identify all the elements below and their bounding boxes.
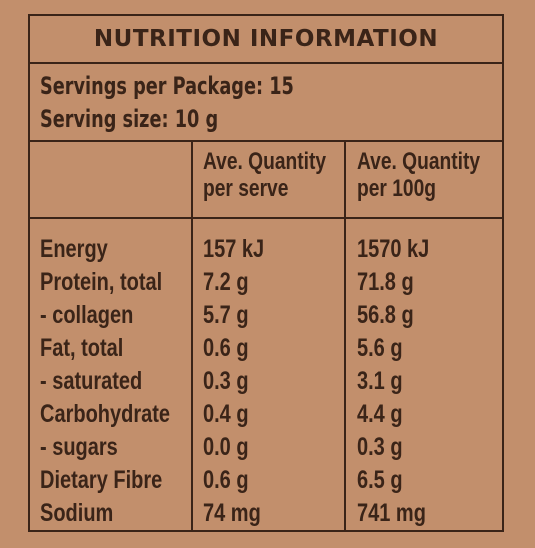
nutrient-name: - sugars [40, 433, 118, 461]
per-serve-value: 0.3 g [203, 367, 249, 395]
nutrient-name: Dietary Fibre [40, 466, 163, 494]
nutrient-name: Sodium [40, 499, 114, 527]
nutrient-name: Carbohydrate [40, 400, 171, 428]
per-100g-value: 4.4 g [357, 400, 403, 428]
table-row: Carbohydrate 0.4 g 4.4 g [30, 398, 502, 431]
per-serve-value: 0.6 g [203, 334, 249, 362]
servings-per-package: Servings per Package: 15 [40, 72, 294, 100]
table-row: - saturated 0.3 g 3.1 g [30, 365, 502, 398]
per-serve-value: 7.2 g [203, 268, 249, 296]
table-row: Dietary Fibre 0.6 g 6.5 g [30, 464, 502, 497]
header-per-100g-line2: per 100g [357, 175, 436, 202]
per-serve-value: 5.7 g [203, 301, 249, 329]
header-per-serve-line2: per serve [203, 175, 289, 202]
table-row: Fat, total 0.6 g 5.6 g [30, 332, 502, 365]
nutrient-name: Fat, total [40, 334, 124, 362]
per-serve-value: 0.6 g [203, 466, 249, 494]
header-divider [30, 217, 502, 219]
table-row: - sugars 0.0 g 0.3 g [30, 431, 502, 464]
table-row: - collagen 5.7 g 56.8 g [30, 299, 502, 332]
per-100g-value: 1570 kJ [357, 235, 430, 263]
per-100g-value: 5.6 g [357, 334, 403, 362]
nutrient-rows: Energy 157 kJ 1570 kJ Protein, total 7.2… [30, 233, 502, 530]
nutrition-table: Ave. Quantity per serve Ave. Quantity pe… [30, 142, 502, 530]
per-100g-value: 6.5 g [357, 466, 403, 494]
per-serve-value: 0.4 g [203, 400, 249, 428]
serving-size: Serving size: 10 g [40, 105, 219, 133]
header-per-100g: Ave. Quantity per 100g [357, 148, 480, 202]
per-serve-value: 74 mg [203, 499, 261, 527]
per-100g-value: 56.8 g [357, 301, 414, 329]
column-divider [344, 142, 346, 530]
per-100g-value: 0.3 g [357, 433, 403, 461]
per-100g-value: 3.1 g [357, 367, 403, 395]
nutrient-name: - saturated [40, 367, 143, 395]
nutrient-name: Energy [40, 235, 108, 263]
per-100g-value: 741 mg [357, 499, 426, 527]
nutrient-name: - collagen [40, 301, 134, 329]
header-per-serve-line1: Ave. Quantity [203, 148, 327, 175]
header-per-serve: Ave. Quantity per serve [203, 148, 326, 202]
per-serve-value: 0.0 g [203, 433, 249, 461]
nutrient-name: Protein, total [40, 268, 163, 296]
servings-section: Servings per Package: 15 Serving size: 1… [30, 64, 502, 142]
column-divider [191, 142, 193, 530]
per-serve-value: 157 kJ [203, 235, 265, 263]
header-per-100g-line1: Ave. Quantity [357, 148, 481, 175]
table-row: Energy 157 kJ 1570 kJ [30, 233, 502, 266]
panel-title: NUTRITION INFORMATION [30, 16, 502, 64]
nutrition-panel: NUTRITION INFORMATION Servings per Packa… [28, 14, 504, 532]
table-row: Sodium 74 mg 741 mg [30, 497, 502, 530]
per-100g-value: 71.8 g [357, 268, 414, 296]
table-row: Protein, total 7.2 g 71.8 g [30, 266, 502, 299]
